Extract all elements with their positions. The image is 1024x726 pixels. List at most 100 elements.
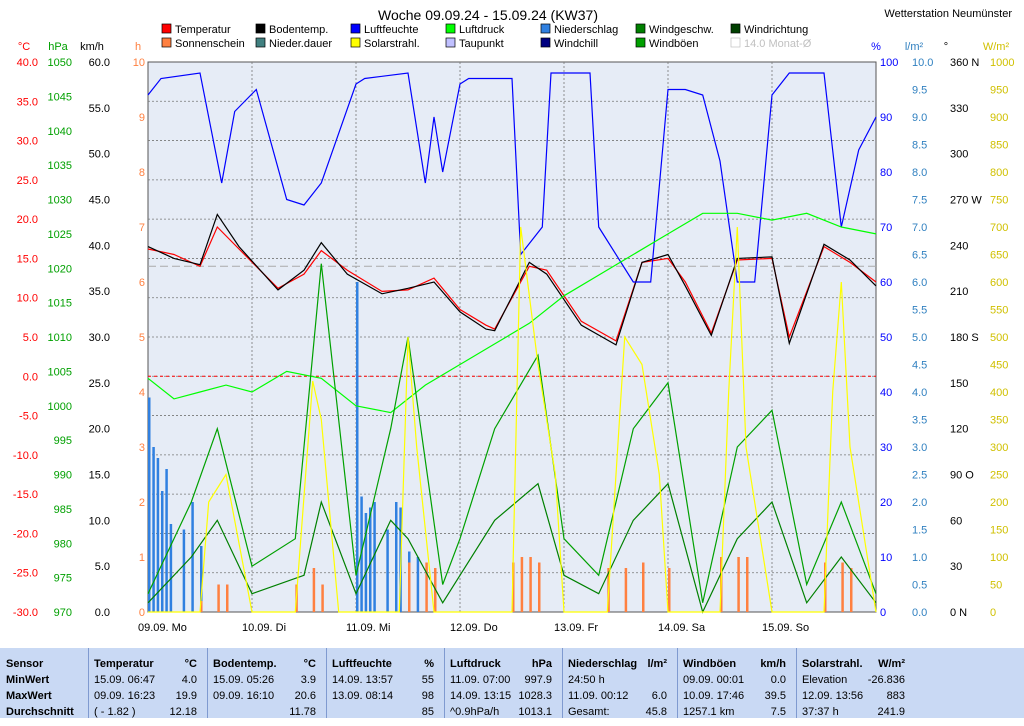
tick-solar: 750 xyxy=(990,195,1008,207)
bar-sonnenschein xyxy=(841,562,844,612)
bar-niederschlag xyxy=(152,447,155,612)
tick-humidity: 90 xyxy=(880,112,892,124)
tick-solar: 550 xyxy=(990,305,1008,317)
tick-solar: 950 xyxy=(990,85,1008,97)
bar-sonnenschein xyxy=(850,568,853,612)
tick-direction: 150 xyxy=(950,378,968,390)
day-label: 11.09. Mi xyxy=(346,622,390,634)
stats-separator xyxy=(88,648,89,718)
tick-direction: 300 xyxy=(950,149,968,161)
day-label: 12.09. Do xyxy=(450,622,498,634)
stats-header: Luftfeuchte% xyxy=(332,658,434,670)
stats-col-4: Luftdruck hPa 11.09. 07:00 997.9 14.09. 13:1… xyxy=(450,656,556,726)
line-luftfeuchte xyxy=(147,72,877,283)
tick-wind: 35.0 xyxy=(89,286,110,298)
legend-label: Windrichtung xyxy=(744,24,808,36)
day-label: 10.09. Di xyxy=(242,622,286,634)
tick-rain: 6.5 xyxy=(912,250,927,262)
tick-wind: 10.0 xyxy=(89,515,110,527)
tick-rain: 10.0 xyxy=(912,57,933,69)
stats-col-3: Luftfeuchte% 14.09. 13:57 55 13.09. 08:14 98… xyxy=(332,656,438,726)
bar-niederschlag xyxy=(182,529,186,612)
tick-rain: 7.5 xyxy=(912,195,927,207)
stats-row: 11.09. 00:12 6.0 xyxy=(568,690,667,702)
stats-row: Durchschnitt xyxy=(6,706,74,718)
tick-rain: 7.0 xyxy=(912,222,927,234)
axis-unit-wind: km/h xyxy=(80,41,104,53)
tick-humidity: 30 xyxy=(880,442,892,454)
tick-humidity: 70 xyxy=(880,222,892,234)
tick-temp: 35.0 xyxy=(17,96,38,108)
tick-direction: 60 xyxy=(950,515,962,527)
tick-rain: 0.5 xyxy=(912,580,927,592)
tick-solar: 200 xyxy=(990,497,1008,509)
stats-separator xyxy=(677,648,678,718)
axis-unit-solar: W/m² xyxy=(983,41,1010,53)
bar-sonnenschein xyxy=(425,562,428,612)
stats-col-2: Bodentemp. °C 15.09. 05:26 3.9 09.09. 16:10 2… xyxy=(213,656,320,726)
tick-pressure: 985 xyxy=(54,504,72,516)
stats-separator xyxy=(562,648,563,718)
stats-header: Bodentemp. °C xyxy=(213,658,316,670)
tick-pressure: 1020 xyxy=(48,263,72,275)
tick-hours: 8 xyxy=(139,167,145,179)
tick-rain: 9.5 xyxy=(912,85,927,97)
tick-hours: 10 xyxy=(133,57,145,69)
tick-hours: 6 xyxy=(139,277,145,289)
tick-rain: 6.0 xyxy=(912,277,927,289)
tick-rain: 8.0 xyxy=(912,167,927,179)
stats-row: ^0.9hPa/h 1013.1 xyxy=(450,706,552,718)
tick-humidity: 10 xyxy=(880,552,892,564)
tick-temp: 40.0 xyxy=(17,57,38,69)
tick-direction: 90 O xyxy=(950,470,974,482)
tick-solar: 700 xyxy=(990,222,1008,234)
bar-niederschlag xyxy=(369,507,372,612)
line-bodentemp xyxy=(147,213,877,346)
legend-label: Bodentemp. xyxy=(269,24,328,36)
day-label: 15.09. So xyxy=(762,622,809,634)
tick-rain: 2.0 xyxy=(912,497,927,509)
stats-col-7: Solarstrahl. W/m² Elevation -26.836 12.09. 1… xyxy=(802,656,909,726)
chart-title: Woche 09.09.24 - 15.09.24 (KW37) xyxy=(378,7,598,23)
tick-solar: 650 xyxy=(990,250,1008,262)
tick-temp: 5.0 xyxy=(23,332,38,344)
legend-swatch xyxy=(635,23,646,34)
bar-sonnenschein xyxy=(408,562,411,612)
stats-row: 24:50 h xyxy=(568,674,605,686)
tick-pressure: 1030 xyxy=(48,195,72,207)
bar-sonnenschein xyxy=(529,557,532,612)
legend: Temperatur Sonnenschein Bodentemp. Nieder.d… xyxy=(161,23,812,50)
legend-label: Taupunkt xyxy=(459,38,504,50)
tick-temp: -5.0 xyxy=(19,411,38,423)
tick-pressure: 975 xyxy=(54,573,72,585)
legend-swatch xyxy=(445,23,456,34)
tick-humidity: 80 xyxy=(880,167,892,179)
line-solarstrahl xyxy=(148,226,877,613)
tick-rain: 3.5 xyxy=(912,415,927,427)
tick-rain: 3.0 xyxy=(912,442,927,454)
stats-row: 12.09. 13:56 883 xyxy=(802,690,905,702)
tick-solar: 850 xyxy=(990,140,1008,152)
tick-humidity: 40 xyxy=(880,387,892,399)
tick-temp: 30.0 xyxy=(17,136,38,148)
stats-row: 14.09. 13:57 55 xyxy=(332,674,434,686)
bar-sonnenschein xyxy=(538,562,541,612)
bar-niederschlag xyxy=(169,524,173,612)
tick-direction: 240 xyxy=(950,240,968,252)
tick-hours: 1 xyxy=(139,552,145,564)
bar-sonnenschein xyxy=(321,584,324,612)
tick-wind: 0.0 xyxy=(95,607,110,619)
stats-col-1: Temperatur °C 15.09. 06:47 4.0 09.09. 16:23 1… xyxy=(94,656,201,726)
bar-niederschlag xyxy=(373,502,376,612)
tick-temp: 15.0 xyxy=(17,253,38,265)
tick-solar: 350 xyxy=(990,415,1008,427)
tick-temp: -30.0 xyxy=(13,607,38,619)
tick-direction: 330 xyxy=(950,103,968,115)
tick-direction: 30 xyxy=(950,561,962,573)
legend-swatch xyxy=(350,37,361,48)
tick-direction: 210 xyxy=(950,286,968,298)
legend-label: Windchill xyxy=(554,38,598,50)
tick-wind: 20.0 xyxy=(89,424,110,436)
tick-hours: 7 xyxy=(139,222,145,234)
tick-pressure: 1050 xyxy=(48,57,72,69)
